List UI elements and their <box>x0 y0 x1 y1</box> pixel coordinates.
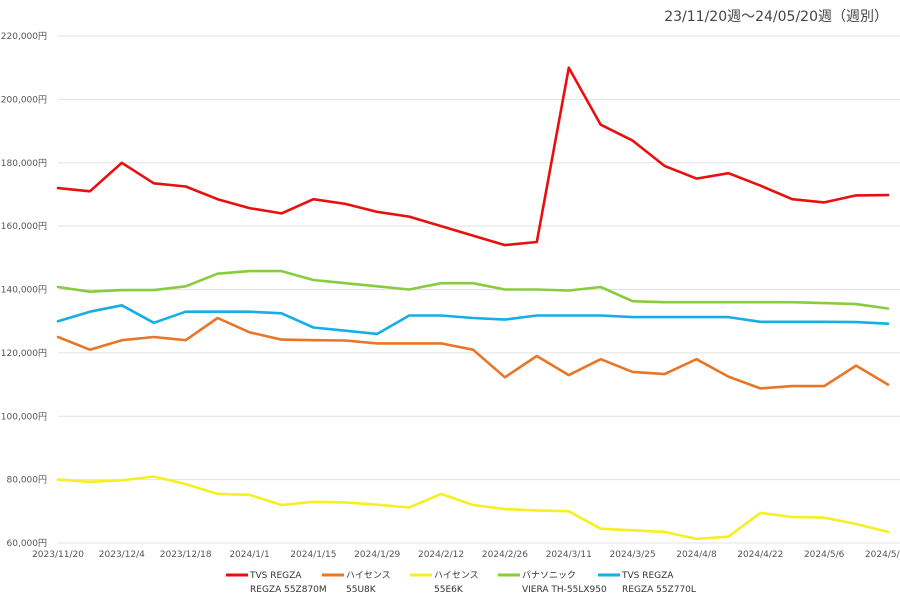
x-tick-label: 2024/2/12 <box>418 550 464 560</box>
y-tick-label: 80,000円 <box>7 475 48 486</box>
x-tick-label: 2023/12/18 <box>160 550 212 560</box>
legend-label: ハイセンス <box>434 570 479 581</box>
y-tick-label: 220,000円 <box>1 31 47 42</box>
y-tick-label: 160,000円 <box>1 221 47 232</box>
x-tick-label: 2024/3/25 <box>610 550 656 560</box>
legend-sublabel: VIERA TH-55LX950 <box>522 585 607 595</box>
x-tick-label: 2024/5/20 <box>865 550 900 560</box>
y-tick-label: 100,000円 <box>1 411 47 422</box>
series-line-1 <box>56 66 890 247</box>
series-line-2 <box>56 316 890 390</box>
legend-sublabel: REGZA 55Z770L <box>622 585 696 595</box>
x-tick-label: 2024/2/26 <box>482 550 528 560</box>
series-layer <box>56 66 890 541</box>
grid-layer <box>58 35 900 544</box>
y-tick-label: 200,000円 <box>1 94 47 105</box>
series-line-5 <box>56 303 890 336</box>
legend: TVS REGZA REGZA 55Z870M ハイセンス 55U8K ハイセンス 55E… <box>226 570 696 595</box>
series-line-3 <box>56 475 890 541</box>
y-tick-label: 140,000円 <box>1 285 47 296</box>
x-tick-label: 2023/12/4 <box>99 550 145 560</box>
x-tick-label: 2024/3/11 <box>546 550 592 560</box>
chart-subtitle: 23/11/20週～24/05/20週（週別） <box>664 9 888 25</box>
axis-layer: 60,000円 80,000円 100,000円 120,000円 140,000円 16… <box>1 31 900 560</box>
y-tick-label: 180,000円 <box>1 158 47 169</box>
y-tick-label: 60,000円 <box>7 538 48 549</box>
x-tick-label: 2023/11/20 <box>32 550 84 560</box>
x-tick-label: 2024/1/15 <box>290 550 336 560</box>
x-tick-label: 2024/4/22 <box>737 550 783 560</box>
legend-sublabel: 55U8K <box>346 585 377 595</box>
legend-label: TVS REGZA <box>249 571 302 581</box>
legend-label: ハイセンス <box>346 570 391 581</box>
x-tick-label: 2024/1/1 <box>229 550 269 560</box>
x-tick-label: 2024/4/8 <box>676 550 717 560</box>
legend-label: パナソニック <box>522 570 576 581</box>
x-tick-label: 2024/1/29 <box>354 550 400 560</box>
legend-sublabel: 55E6K <box>434 585 464 595</box>
series-line-4 <box>56 269 890 310</box>
y-tick-label: 120,000円 <box>1 348 47 359</box>
legend-label: TVS REGZA <box>621 571 674 581</box>
x-tick-label: 2024/5/6 <box>804 550 845 560</box>
legend-sublabel: REGZA 55Z870M <box>250 585 327 595</box>
